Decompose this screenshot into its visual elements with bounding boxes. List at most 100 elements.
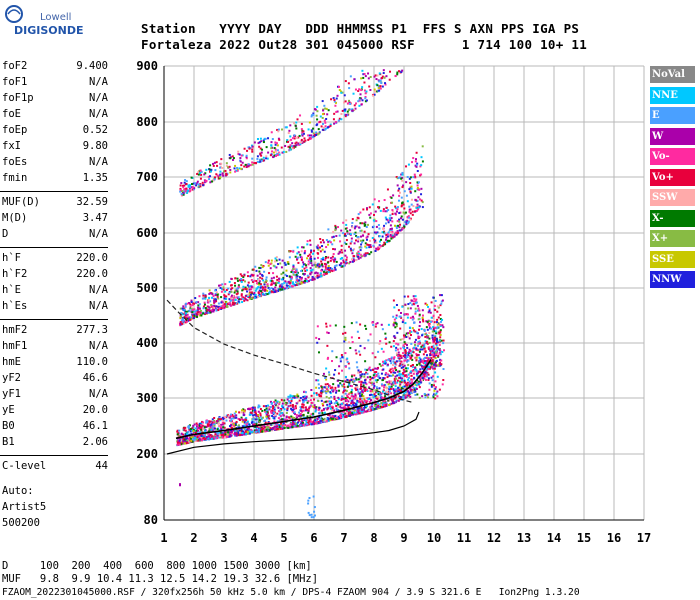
echo-point xyxy=(192,429,195,432)
echo-point xyxy=(217,436,220,439)
echo-point xyxy=(194,430,197,433)
echo-point xyxy=(241,432,244,435)
echo-point xyxy=(283,427,286,430)
echo-point xyxy=(250,413,253,416)
echo-point xyxy=(198,424,201,427)
echo-point xyxy=(185,320,188,323)
echo-point xyxy=(353,396,356,399)
echo-point xyxy=(415,207,418,210)
echo-point xyxy=(233,282,236,285)
echo-point xyxy=(210,427,213,430)
echo-point xyxy=(214,289,217,292)
echo-point xyxy=(318,411,321,414)
echo-point xyxy=(414,295,417,298)
echo-point xyxy=(329,123,332,126)
echo-point xyxy=(423,356,426,359)
echo-point xyxy=(412,302,415,305)
echo-point xyxy=(297,136,300,139)
echo-point xyxy=(310,262,313,265)
echo-point xyxy=(295,141,298,144)
echo-point xyxy=(308,134,311,137)
echo-point xyxy=(343,241,346,244)
echo-point xyxy=(432,393,435,396)
echo-point xyxy=(206,305,209,308)
echo-point xyxy=(304,397,307,400)
echo-point xyxy=(340,406,343,409)
echo-point xyxy=(253,423,256,426)
echo-point xyxy=(287,280,290,283)
echo-point xyxy=(436,390,439,393)
echo-point xyxy=(246,290,249,293)
echo-point xyxy=(220,435,223,438)
x-tick-label: 16 xyxy=(607,531,621,545)
echo-point xyxy=(334,120,337,123)
echo-point xyxy=(208,435,211,438)
echo-point xyxy=(292,265,295,268)
echo-point xyxy=(249,164,252,167)
echo-point xyxy=(320,392,323,395)
echo-point xyxy=(435,364,438,367)
echo-point xyxy=(287,426,290,429)
echo-point xyxy=(432,345,435,348)
echo-point xyxy=(296,137,299,140)
echo-point xyxy=(399,327,402,330)
echo-point xyxy=(309,255,312,258)
echo-point xyxy=(310,394,313,397)
echo-point xyxy=(407,303,410,306)
echo-point xyxy=(184,179,187,182)
echo-point xyxy=(183,307,186,310)
echo-point xyxy=(246,165,249,168)
echo-point xyxy=(358,246,361,249)
echo-point xyxy=(360,390,363,393)
echo-point xyxy=(414,310,417,313)
echo-point xyxy=(304,277,307,280)
echo-point xyxy=(346,230,349,233)
echo-point xyxy=(222,417,225,420)
echo-point xyxy=(361,410,364,413)
echo-point xyxy=(231,429,234,432)
echo-point xyxy=(278,258,281,261)
echo-point xyxy=(184,188,187,191)
echo-point xyxy=(403,295,406,298)
echo-point xyxy=(345,389,348,392)
echo-point xyxy=(240,298,243,301)
echo-point xyxy=(253,407,256,410)
echo-point xyxy=(194,297,197,300)
echo-point xyxy=(289,279,292,282)
echo-point xyxy=(249,297,252,300)
echo-point xyxy=(179,184,182,187)
echo-point xyxy=(400,70,403,73)
echo-point xyxy=(272,406,275,409)
echo-point xyxy=(283,287,286,290)
echo-point xyxy=(395,342,398,345)
echo-point xyxy=(418,350,421,353)
echo-point xyxy=(397,70,400,73)
echo-point xyxy=(340,118,343,121)
echo-point xyxy=(361,373,364,376)
echo-point xyxy=(357,252,360,255)
echo-point xyxy=(419,321,422,324)
echo-point xyxy=(366,400,369,403)
echo-point xyxy=(398,212,401,215)
echo-point xyxy=(334,104,337,107)
echo-point xyxy=(276,420,279,423)
echo-point xyxy=(202,184,205,187)
echo-point xyxy=(279,409,282,412)
echo-point xyxy=(375,247,378,250)
echo-point xyxy=(285,280,288,283)
echo-point xyxy=(262,279,265,282)
echo-point xyxy=(360,89,363,92)
echo-point xyxy=(425,341,428,344)
echo-point xyxy=(412,295,415,298)
echo-point xyxy=(206,420,209,423)
echo-point xyxy=(363,222,366,225)
echo-point xyxy=(316,276,319,279)
echo-point xyxy=(331,270,334,273)
echo-point xyxy=(389,368,392,371)
echo-point xyxy=(375,397,378,400)
echo-point xyxy=(250,407,253,410)
echo-point xyxy=(387,231,390,234)
echo-point xyxy=(195,425,198,428)
echo-point xyxy=(291,147,294,150)
echo-point xyxy=(328,397,331,400)
